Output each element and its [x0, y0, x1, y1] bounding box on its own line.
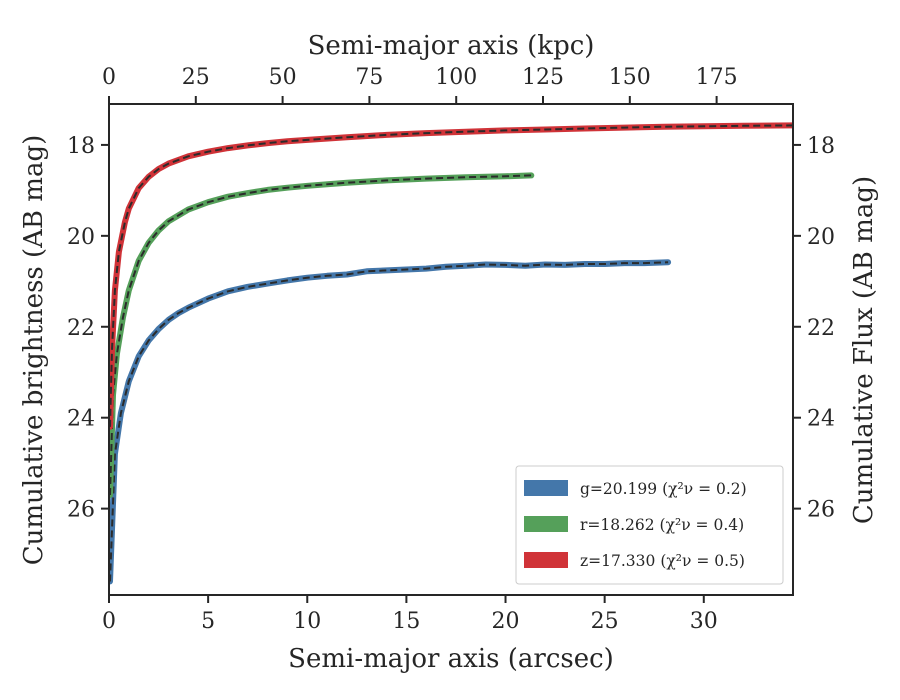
- legend-label-2: z=17.330 (χ²ν = 0.5): [580, 552, 745, 570]
- x-tick-label-6: 30: [690, 609, 718, 634]
- legend-swatch-0: [524, 480, 568, 496]
- y-tick-label-left-2: 22: [67, 316, 95, 341]
- y-tick-label-right-1: 20: [807, 225, 835, 250]
- y-axis-label-right: Cumulative Flux (AB mag): [849, 176, 879, 524]
- x-axis-label-top: Semi-major axis (kpc): [308, 31, 595, 61]
- series-layer: [109, 122, 793, 585]
- series-2-line: [109, 122, 793, 430]
- legend-label-1: r=18.262 (χ²ν = 0.4): [580, 516, 744, 534]
- legend: g=20.199 (χ²ν = 0.2) r=18.262 (χ²ν = 0.4)…: [515, 465, 784, 585]
- y-tick-label-left-3: 24: [67, 407, 95, 432]
- x-tick-label-3: 15: [392, 609, 420, 634]
- y-tick-label-left-4: 26: [67, 498, 95, 523]
- series-1-model-line: [109, 174, 532, 496]
- legend-swatch-1: [524, 516, 568, 532]
- y-tick-label-left-0: 18: [67, 134, 95, 159]
- legend-box: [515, 465, 784, 585]
- x-tick-label-0: 0: [102, 609, 116, 634]
- x2-tick-label-7: 175: [696, 65, 738, 90]
- x2-tick-label-2: 50: [269, 65, 297, 90]
- y-tick-label-right-3: 24: [807, 407, 835, 432]
- y-tick-label-right-4: 26: [807, 498, 835, 523]
- x-tick-label-5: 25: [591, 609, 619, 634]
- series-0-model-line: [109, 261, 669, 582]
- y-axis-label-left: Cumulative brightness (AB mag): [19, 135, 49, 566]
- x2-tick-label-0: 0: [102, 65, 116, 90]
- x2-tick-label-6: 150: [609, 65, 651, 90]
- y-tick-label-right-2: 22: [807, 316, 835, 341]
- x-tick-label-1: 5: [201, 609, 215, 634]
- legend-swatch-2: [524, 552, 568, 568]
- x2-tick-label-4: 100: [435, 65, 477, 90]
- y-tick-label-left-1: 20: [67, 225, 95, 250]
- series-1-line: [109, 172, 535, 498]
- series-2-model-line: [109, 124, 793, 427]
- x2-tick-label-3: 75: [355, 65, 383, 90]
- ticks-layer: 0 5 10 15 20 25 30 0 25 50 75 100 125 150 175 18 18 20 20 2…: [67, 65, 835, 634]
- x-tick-label-4: 20: [492, 609, 520, 634]
- x-tick-label-2: 10: [293, 609, 321, 634]
- x2-tick-label-5: 125: [522, 65, 564, 90]
- plot-frame: [108, 103, 794, 596]
- x2-tick-label-1: 25: [182, 65, 210, 90]
- x-axis-label-bottom: Semi-major axis (arcsec): [288, 644, 614, 674]
- y-tick-label-right-0: 18: [807, 134, 835, 159]
- legend-label-0: g=20.199 (χ²ν = 0.2): [580, 480, 747, 498]
